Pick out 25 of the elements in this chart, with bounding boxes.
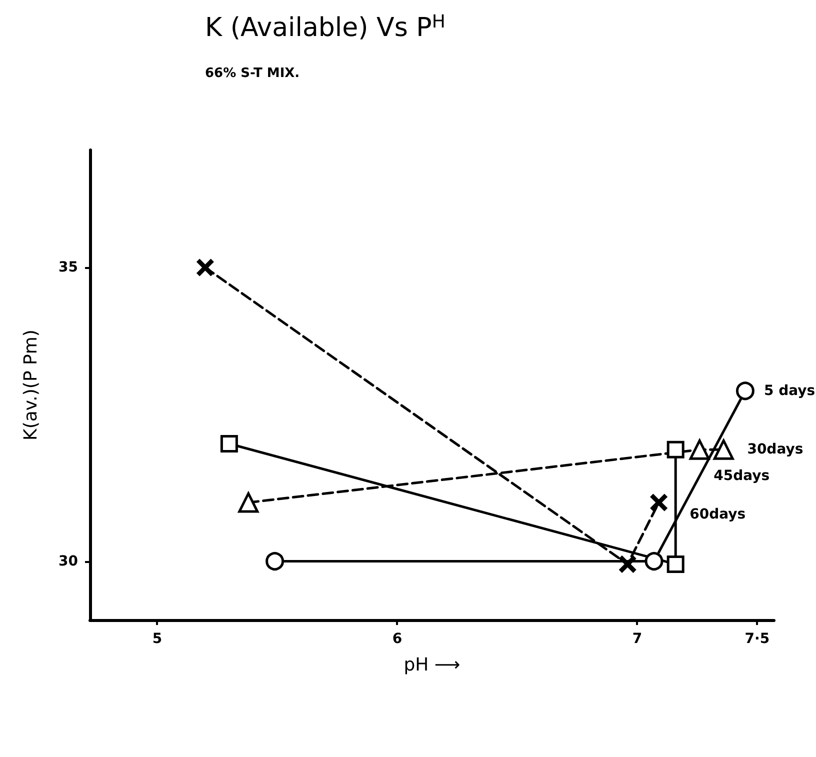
point <box>736 382 754 400</box>
point <box>689 439 710 460</box>
point <box>713 439 734 460</box>
y-tick-label: 35 <box>58 260 78 276</box>
point <box>666 555 684 573</box>
x-tick-label: 7 <box>632 631 642 647</box>
x-tick-label: 6 <box>392 631 402 647</box>
point <box>196 259 214 276</box>
point <box>220 435 238 452</box>
point <box>650 494 668 511</box>
y-tick-label: 30 <box>58 553 78 570</box>
x-tick-label: 5 <box>152 631 162 647</box>
point <box>666 440 684 458</box>
annotation: 30days <box>747 442 804 458</box>
x-tick-label: 7·5 <box>744 631 770 647</box>
point <box>266 552 284 570</box>
point <box>644 552 664 570</box>
annotation: 5 days <box>764 382 816 399</box>
y-axis-title: K(av.)(P Pm) <box>20 330 42 440</box>
point <box>619 556 636 572</box>
annotation: 60days <box>690 506 746 522</box>
chart-subtitle: 66% S-T MIX. <box>205 66 300 81</box>
annotation: 45days <box>714 468 770 484</box>
x-axis-title: pH ⟶ <box>404 654 460 676</box>
point <box>238 492 259 513</box>
